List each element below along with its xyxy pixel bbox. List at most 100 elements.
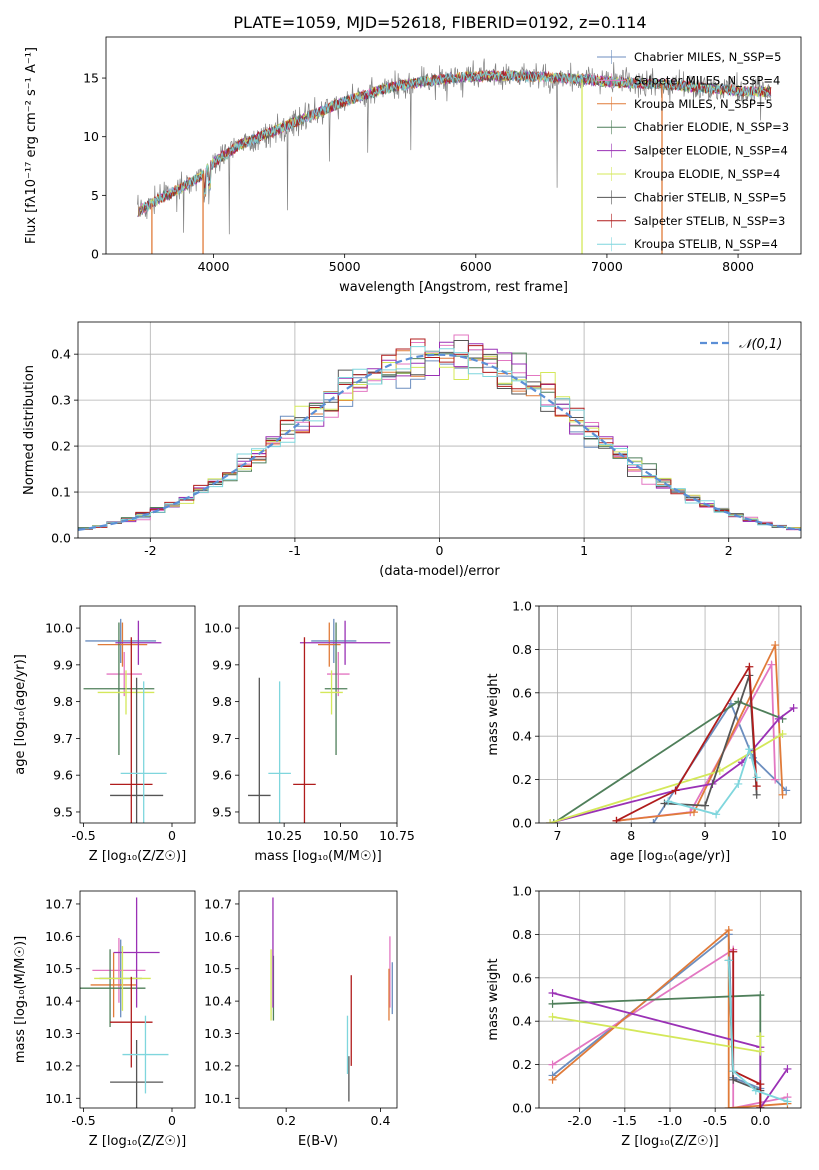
- x-tick-label: 0.2: [276, 1113, 296, 1128]
- y-tick-label: 9.5: [53, 804, 73, 819]
- y-axis-label: mass [log₁₀(M/M☉)]: [13, 936, 28, 1063]
- legend-label: Chabrier STELIB, N_SSP=5: [634, 190, 786, 204]
- y-tick-label: 0.1: [51, 485, 71, 500]
- y-tick-label: 9.9: [212, 657, 232, 672]
- y-tick-label: 0.4: [51, 347, 71, 362]
- y-tick-label: 0.8: [512, 927, 532, 942]
- mass-weight-line: [552, 992, 789, 1108]
- mass-weight-marker: [548, 988, 557, 997]
- plot-area: [248, 618, 391, 823]
- age_vs_mass-axes: 10.25 10.50 10.75 9.5 9.6 9.7 9.8 9.9 10.0 mass […: [204, 605, 415, 864]
- mass-weight-marker: [729, 947, 738, 956]
- y-tick-label: 10.1: [45, 1091, 73, 1106]
- mass-weight-marker: [729, 1104, 738, 1108]
- y-tick-label: 10.4: [204, 994, 232, 1009]
- y-tick-label: 0.0: [512, 816, 532, 831]
- weight_vs_age-axes: 7 8 9 10 0.0 0.2 0.4 0.6 0.8 1.0 age [log₁₀(age/yr…: [486, 599, 802, 864]
- plot-area: [78, 334, 801, 531]
- axes-frame: [105, 36, 802, 255]
- mass-weight-marker: [782, 786, 791, 795]
- age_vs_Z-axes: -0.5 0 9.5 9.6 9.7 9.8 9.9 10.0 Z [log₁₀(Z/Z☉)] a…: [13, 605, 196, 864]
- x-tick-label: 5000: [329, 259, 361, 274]
- mass-weight-marker: [778, 730, 787, 739]
- mass-weight-marker: [756, 991, 765, 1000]
- legend-label: Kroupa MILES, N_SSP=5: [634, 97, 773, 111]
- plot-area: [137, 58, 772, 254]
- mass-weight-marker: [548, 1075, 557, 1084]
- y-tick-label: 0: [91, 247, 99, 262]
- legend-label: Salpeter MILES, N_SSP=4: [634, 73, 780, 87]
- x-tick-label: 10: [771, 828, 787, 843]
- legend-label: Salpeter STELIB, N_SSP=3: [634, 214, 785, 228]
- x-tick-label: 4000: [198, 259, 230, 274]
- x-tick-label: 9: [701, 828, 709, 843]
- mass-weight-marker: [546, 819, 555, 823]
- mass_vs_Z-axes: -0.5 0 10.1 10.2 10.3 10.4 10.5 10.6 10.7 Z [log₁…: [13, 890, 196, 1149]
- mass-weight-marker: [752, 790, 761, 799]
- x-tick-label: 10.50: [323, 828, 359, 843]
- y-tick-label: 10.0: [45, 621, 73, 636]
- y-tick-label: 0.0: [512, 1101, 532, 1116]
- y-tick-label: 10.3: [45, 1026, 73, 1041]
- x-tick-label: -2: [144, 543, 156, 558]
- axes-frame: [79, 605, 196, 824]
- mass-weight-marker: [548, 1012, 557, 1021]
- legend-label: Chabrier ELODIE, N_SSP=3: [634, 120, 789, 134]
- y-tick-label: 10.4: [45, 994, 73, 1009]
- plot-area: [270, 897, 393, 1102]
- mass-weight-marker: [724, 956, 733, 965]
- y-tick-label: 0.4: [512, 729, 532, 744]
- y-tick-label: 9.8: [212, 694, 232, 709]
- y-axis-label: mass weight: [486, 958, 501, 1040]
- mass-weight-marker: [752, 782, 761, 791]
- y-tick-label: 0.2: [512, 1057, 532, 1072]
- x-tick-label: 0.4: [371, 1113, 391, 1128]
- mass-weight-marker: [756, 1080, 765, 1089]
- y-tick-label: 0.2: [512, 772, 532, 787]
- plot-area: [80, 897, 169, 1108]
- x-tick-label: 10.25: [266, 828, 302, 843]
- mass-weight-marker: [771, 775, 780, 784]
- x-tick-label: 0: [168, 828, 176, 843]
- x-tick-label: 8: [627, 828, 635, 843]
- mass-weight-marker: [756, 1047, 765, 1056]
- normal-curve: [78, 353, 801, 531]
- y-tick-label: 9.8: [53, 694, 73, 709]
- x-tick-label: 8000: [722, 259, 754, 274]
- plot-area: [548, 926, 792, 1108]
- histogram-step-line: [78, 338, 801, 530]
- x-tick-label: -2.0: [567, 1113, 591, 1128]
- mass-weight-line: [732, 951, 762, 1108]
- mass-weight-marker: [756, 1032, 765, 1041]
- x-tick-label: 7: [553, 828, 561, 843]
- x-tick-label: 0: [436, 543, 444, 558]
- mass-weight-line: [549, 733, 783, 823]
- x-tick-label: -0.5: [71, 1113, 95, 1128]
- mass-weight-marker: [724, 926, 733, 935]
- mass-weight-marker: [756, 1104, 765, 1108]
- legend: Chabrier MILES, N_SSP=5 Salpeter MILES, N…: [597, 50, 789, 252]
- mass-weight-marker: [752, 773, 761, 782]
- mass-weight-marker: [549, 819, 558, 823]
- mass-weight-line: [552, 928, 788, 1108]
- mass-weight-line: [549, 707, 795, 823]
- x-axis-label: (data-model)/error: [379, 564, 500, 579]
- mass-weight-marker: [548, 999, 557, 1008]
- x-tick-label: -0.5: [71, 828, 95, 843]
- spectrum-axes: 4000 5000 6000 7000 8000 0 5 10 15 wavelength [An…: [24, 36, 802, 295]
- mass-weight-marker: [789, 703, 798, 712]
- x-tick-label: -0.5: [703, 1113, 727, 1128]
- x-tick-label: 6000: [460, 259, 492, 274]
- y-tick-label: 0.2: [51, 439, 71, 454]
- x-tick-label: 0: [168, 1113, 176, 1128]
- plot-area: [83, 618, 167, 823]
- x-tick-label: 0.0: [750, 1113, 770, 1128]
- mass-weight-marker: [664, 797, 673, 806]
- y-tick-label: 9.6: [53, 768, 73, 783]
- legend-label: 𝒩(0,1): [739, 337, 782, 352]
- mass-weight-line: [616, 663, 758, 822]
- mass-weight-marker: [783, 1064, 792, 1073]
- axes-frame: [538, 605, 802, 824]
- y-tick-label: 10.0: [204, 621, 232, 636]
- y-tick-label: 9.7: [53, 731, 73, 746]
